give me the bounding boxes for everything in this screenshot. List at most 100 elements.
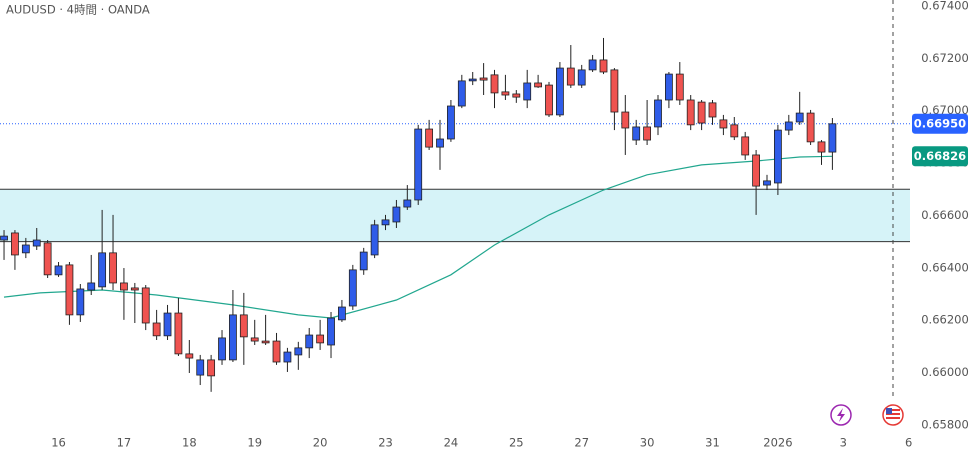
candle-body	[359, 251, 368, 271]
candle-body	[436, 138, 444, 148]
candle-body	[283, 351, 292, 363]
candle-body	[163, 312, 172, 337]
candle-body	[457, 80, 466, 107]
candle-body	[719, 119, 728, 129]
y-tick-label: 0.65800	[921, 417, 969, 431]
y-tick-label: 0.66000	[921, 365, 969, 379]
candle-body	[218, 337, 226, 361]
x-tick-label: 16	[51, 436, 66, 450]
candle-body	[447, 105, 455, 140]
chart-title: AUDUSD · 4時間 · OANDA	[6, 3, 150, 17]
candle-body	[229, 314, 237, 361]
y-tick-label: 0.66400	[921, 260, 969, 274]
candle-body	[686, 99, 695, 126]
candle-body	[632, 126, 641, 141]
candle-body	[316, 334, 325, 344]
x-tick-label: 25	[509, 436, 524, 450]
candle-body	[305, 334, 314, 349]
x-tick-label: 27	[574, 436, 589, 450]
zone	[0, 189, 910, 242]
x-tick-label: 3	[840, 436, 847, 450]
x-tick-label: 30	[640, 436, 655, 450]
candle-body	[21, 244, 30, 254]
candle-body	[152, 322, 161, 337]
candle-body	[468, 78, 477, 82]
moving-average	[3, 155, 833, 319]
candle-body	[185, 353, 194, 359]
x-tick-label: 23	[378, 436, 393, 450]
x-tick-label: 6	[905, 436, 912, 450]
candle-body	[294, 347, 303, 356]
x-tick-label: 2026	[763, 436, 792, 450]
x-tick-label: 18	[182, 436, 197, 450]
candle-body	[76, 288, 85, 316]
x-tick-label: 31	[705, 436, 720, 450]
price-label: 0.66950	[914, 116, 966, 130]
event-icon[interactable]	[830, 404, 852, 426]
candle-body	[141, 287, 150, 324]
candle-body	[566, 67, 575, 86]
candle-body	[370, 224, 379, 256]
candle-body	[599, 59, 608, 73]
candle-body	[490, 74, 499, 94]
candle-body	[425, 128, 434, 148]
candle-body	[272, 340, 281, 363]
candle-body	[534, 82, 543, 88]
y-tick-label: 0.67200	[921, 51, 969, 65]
candle-body	[806, 112, 815, 143]
candle-body	[697, 101, 706, 124]
plot	[0, 37, 910, 392]
candle-body	[708, 102, 717, 118]
candle-body	[817, 141, 826, 153]
candle-body	[588, 59, 597, 71]
candle-body	[87, 282, 96, 291]
candle-body	[0, 235, 8, 241]
candle-body	[174, 312, 183, 355]
candle-body	[403, 199, 412, 208]
candle-body	[795, 112, 804, 123]
candle-body	[414, 128, 423, 201]
y-tick-label: 0.66600	[921, 208, 969, 222]
candle-body	[261, 340, 270, 344]
price-label-box	[912, 146, 968, 167]
candle-body	[621, 111, 630, 129]
candle-body	[327, 317, 335, 346]
candle-body	[763, 180, 771, 186]
y-tick-label: 0.66200	[921, 313, 969, 327]
flag-icon[interactable]	[882, 404, 904, 426]
candle-body	[545, 84, 553, 116]
candle-body	[643, 126, 652, 141]
price-label-box	[912, 113, 968, 134]
candle-body	[120, 282, 128, 291]
candle-body	[675, 73, 684, 101]
candle-body	[11, 232, 19, 256]
x-tick-label: 19	[247, 436, 262, 450]
x-tick-label: 17	[117, 436, 132, 450]
candle-body	[239, 314, 248, 338]
candle-body	[654, 99, 662, 128]
candle-body	[54, 265, 63, 276]
candle-body	[610, 69, 619, 113]
candle-body	[523, 82, 532, 101]
candle-body	[512, 93, 521, 98]
x-tick-label: 20	[313, 436, 328, 450]
y-tick-label: 0.67000	[921, 103, 969, 117]
candle-body	[109, 252, 117, 284]
candle-body	[43, 242, 52, 276]
candle-body	[741, 136, 750, 156]
candle-body	[130, 287, 139, 291]
candle-body	[98, 252, 107, 288]
candle-body	[348, 269, 357, 307]
candle-body	[392, 206, 401, 223]
candle-body	[501, 91, 510, 96]
x-tick-label: 24	[444, 436, 459, 450]
candle-body	[752, 154, 760, 187]
candle-body	[479, 77, 488, 81]
y-tick-label: 0.67400	[921, 0, 969, 13]
candle-body	[338, 306, 346, 321]
candle-body	[207, 359, 216, 377]
candle-body	[32, 239, 41, 247]
price-label: 0.66826	[914, 149, 966, 163]
